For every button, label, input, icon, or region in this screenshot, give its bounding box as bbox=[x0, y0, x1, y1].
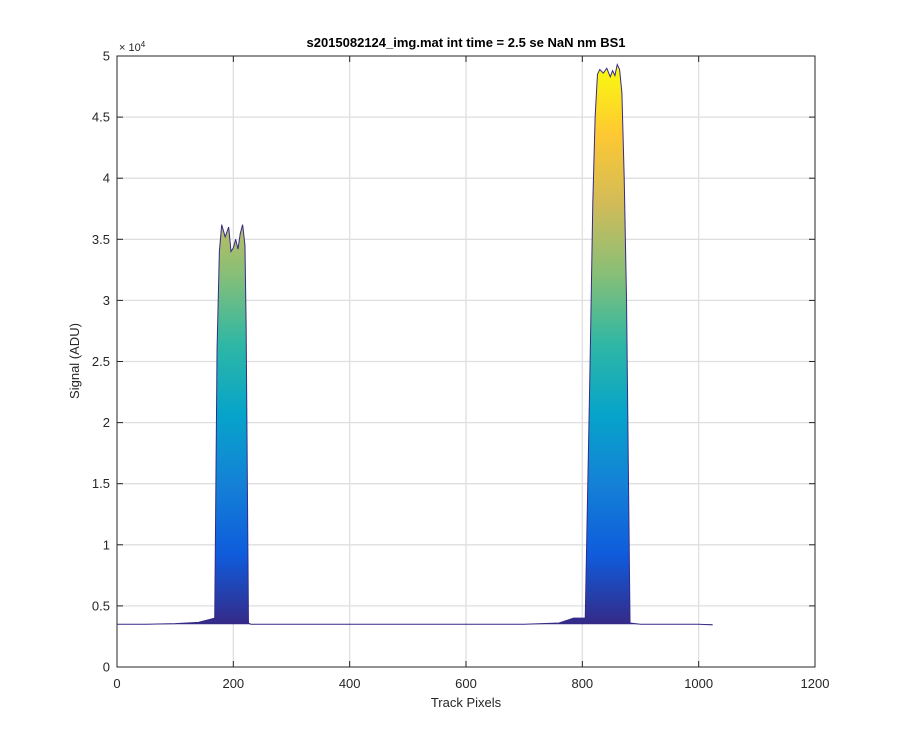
x-tick-label: 600 bbox=[455, 676, 477, 691]
x-tick-label: 1200 bbox=[801, 676, 830, 691]
y-tick-label: 1 bbox=[103, 537, 110, 552]
y-tick-label: 4 bbox=[103, 171, 110, 186]
signal-area bbox=[117, 64, 713, 625]
y-tick-label: 2.5 bbox=[92, 354, 110, 369]
x-tick-labels: 0 200 400 600 800 1000 1200 bbox=[113, 676, 829, 691]
x-tick-label: 0 bbox=[113, 676, 120, 691]
y-tick-label: 5 bbox=[103, 49, 110, 64]
x-tick-label: 800 bbox=[571, 676, 593, 691]
y-axis-label: Signal (ADU) bbox=[67, 323, 82, 399]
signal-line bbox=[117, 63, 713, 626]
y-tick-label: 3.5 bbox=[92, 232, 110, 247]
axis-ticks bbox=[116, 55, 816, 668]
x-tick-label: 1000 bbox=[684, 676, 713, 691]
y-tick-label: 0.5 bbox=[92, 598, 110, 613]
y-tick-label: 2 bbox=[103, 415, 110, 430]
chart-title: s2015082124_img.mat int time = 2.5 se Na… bbox=[306, 35, 625, 50]
y-exponent-base: × 10 bbox=[119, 42, 141, 54]
y-tick-labels: 0 0.5 1 1.5 2 2.5 3 3.5 4 4.5 5 bbox=[92, 49, 110, 675]
x-axis-label: Track Pixels bbox=[431, 695, 502, 710]
x-tick-label: 400 bbox=[339, 676, 361, 691]
y-exponent: × 104 bbox=[119, 40, 146, 54]
y-tick-label: 3 bbox=[103, 293, 110, 308]
y-tick-label: 0 bbox=[103, 660, 110, 675]
x-tick-label: 200 bbox=[222, 676, 244, 691]
y-exponent-power: 4 bbox=[141, 40, 146, 49]
y-tick-label: 4.5 bbox=[92, 110, 110, 125]
y-tick-label: 1.5 bbox=[92, 476, 110, 491]
